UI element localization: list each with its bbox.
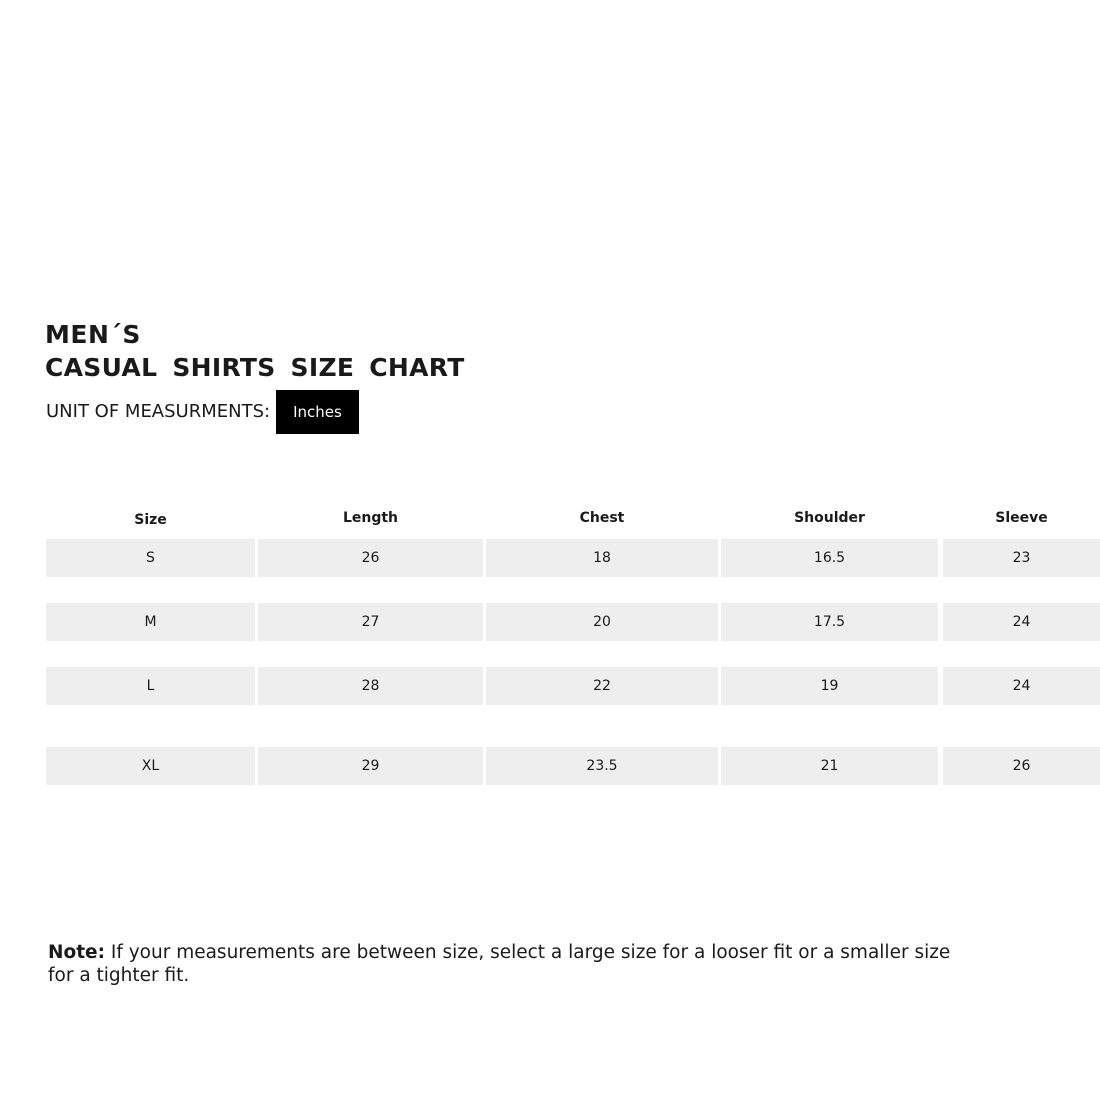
column-header-size: Size xyxy=(134,512,167,528)
table-cell: 18 xyxy=(486,539,718,577)
table-cell: 29 xyxy=(258,747,483,785)
note-text: If your measurements are between size, s… xyxy=(48,942,951,986)
table-cell: 21 xyxy=(721,747,938,785)
table-cell: 19 xyxy=(721,667,938,705)
table-cell: XL xyxy=(46,747,255,785)
column-header-sleeve: Sleeve xyxy=(995,510,1048,526)
title-line-1: MEN´S xyxy=(45,320,141,349)
column-header-chest: Chest xyxy=(579,510,625,526)
column-header-length: Length xyxy=(342,510,399,526)
page-title: CASUAL SHIRTS SIZE CHART xyxy=(45,353,465,382)
table-cell: 27 xyxy=(258,603,483,641)
note-label: Note: xyxy=(48,942,105,963)
note: Note: If your measurements are between s… xyxy=(48,941,958,987)
table-cell: 26 xyxy=(943,747,1100,785)
column-header-shoulder: Shoulder xyxy=(794,510,865,526)
table-cell: 28 xyxy=(258,667,483,705)
table-cell: 23.5 xyxy=(486,747,718,785)
table-cell: S xyxy=(46,539,255,577)
table-cell: 24 xyxy=(943,667,1100,705)
table-cell: 23 xyxy=(943,539,1100,577)
table-cell: M xyxy=(46,603,255,641)
table-cell: L xyxy=(46,667,255,705)
table-cell: 22 xyxy=(486,667,718,705)
table-cell: 24 xyxy=(943,603,1100,641)
table-cell: 26 xyxy=(258,539,483,577)
table-cell: 16.5 xyxy=(721,539,938,577)
unit-label: UNIT OF MEASURMENTS: xyxy=(46,401,271,422)
unit-badge: Inches xyxy=(276,390,359,434)
table-cell: 20 xyxy=(486,603,718,641)
table-cell: 17.5 xyxy=(721,603,938,641)
